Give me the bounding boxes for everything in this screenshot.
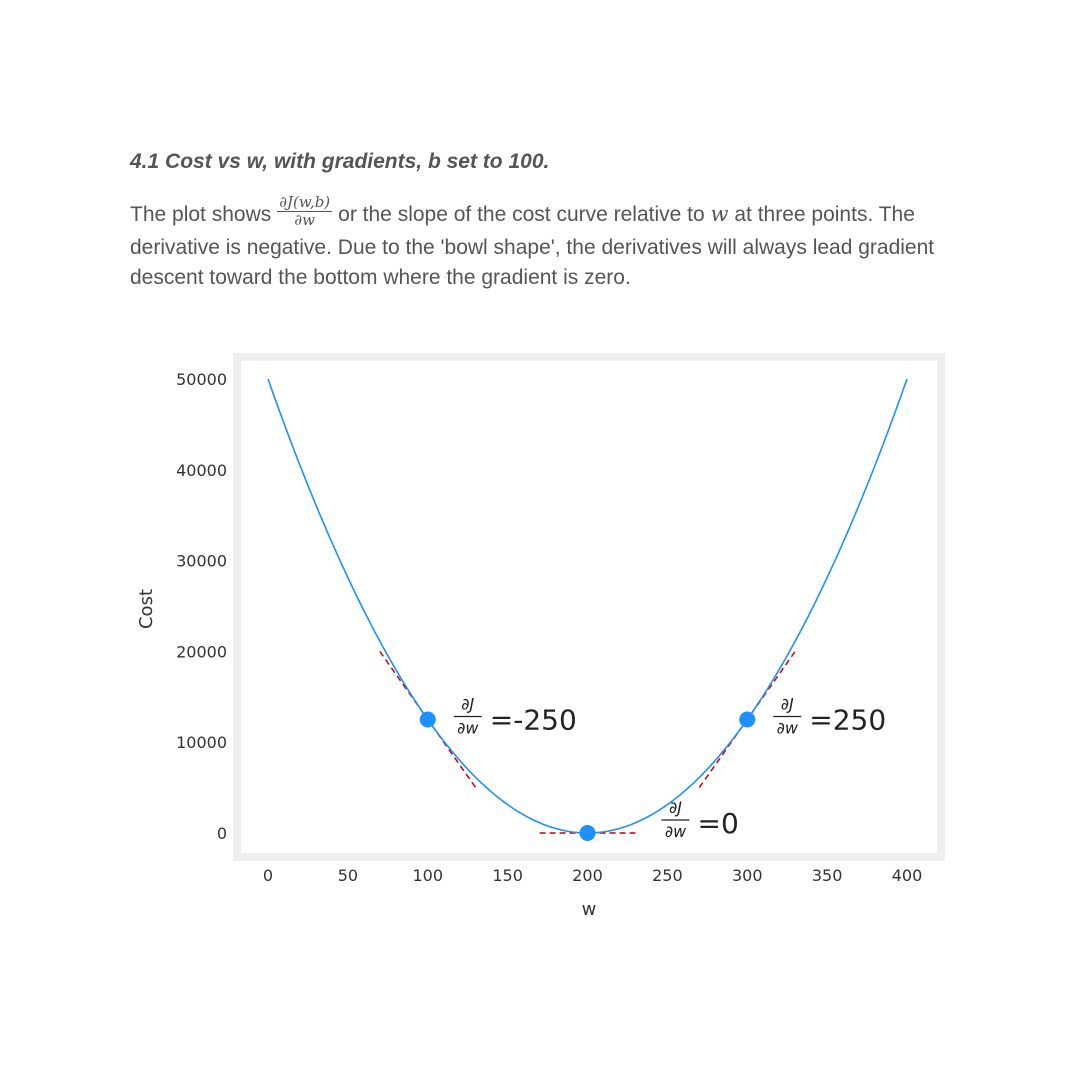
annotation-value: =250 xyxy=(809,704,886,737)
y-tick-label: 0 xyxy=(217,824,227,843)
y-tick-label: 10000 xyxy=(176,733,227,752)
para-after: at three points. The derivative is negat… xyxy=(130,203,935,289)
y-axis-label: Cost xyxy=(136,589,157,629)
cost-curve xyxy=(267,378,908,834)
y-tick-label: 40000 xyxy=(176,461,227,480)
x-tick-label: 200 xyxy=(572,866,603,885)
y-tick-label: 30000 xyxy=(176,552,227,571)
annotation-denominator: ∂w xyxy=(777,719,799,738)
annotation-denominator: ∂w xyxy=(665,822,687,841)
x-tick-label: 400 xyxy=(892,866,923,885)
x-tick-label: 50 xyxy=(338,866,358,885)
annotation-denominator: ∂w xyxy=(457,719,479,738)
fraction-denominator: ∂w xyxy=(294,211,315,229)
x-tick-label: 250 xyxy=(652,866,683,885)
x-tick-label: 150 xyxy=(492,866,523,885)
gradient-point xyxy=(579,825,596,841)
x-tick-label: 100 xyxy=(412,866,443,885)
y-tick-label: 20000 xyxy=(176,642,227,661)
x-tick-label: 350 xyxy=(812,866,843,885)
section-heading: 4.1 Cost vs w, with gradients, b set to … xyxy=(130,150,550,173)
para-variable: w xyxy=(710,202,729,227)
x-tick-label: 300 xyxy=(732,866,763,885)
tangent-lines xyxy=(379,650,796,834)
gradient-point xyxy=(419,711,436,728)
gradient-point xyxy=(739,711,756,728)
gradient-points xyxy=(419,711,756,841)
annotation-value: =0 xyxy=(698,807,739,840)
gradient-annotations: ∂J ∂w =-250 ∂J ∂w =0 ∂J ∂w =250 xyxy=(453,695,886,841)
x-ticks: 0 50 100 150 200 250 300 350 400 xyxy=(263,866,922,885)
para-mid: or the slope of the cost curve relative … xyxy=(338,203,705,227)
annotation-numerator: ∂J xyxy=(781,695,794,714)
y-tick-label: 50000 xyxy=(176,370,227,389)
y-ticks: 0 10000 20000 30000 40000 50000 xyxy=(176,370,227,843)
annotation-numerator: ∂J xyxy=(461,695,474,714)
x-axis-label: w xyxy=(582,899,597,920)
x-tick-label: 0 xyxy=(263,866,273,885)
partial-derivative-fraction: ∂J(w,b) ∂w xyxy=(277,193,333,229)
description-paragraph: The plot shows ∂J(w,b) ∂w or the slope of t… xyxy=(130,194,960,293)
annotation-numerator: ∂J xyxy=(669,798,682,817)
fraction-numerator: ∂J(w,b) xyxy=(277,193,333,212)
plot-border xyxy=(233,353,945,861)
annotation-value: =-250 xyxy=(490,704,577,737)
para-before: The plot shows xyxy=(130,203,272,227)
